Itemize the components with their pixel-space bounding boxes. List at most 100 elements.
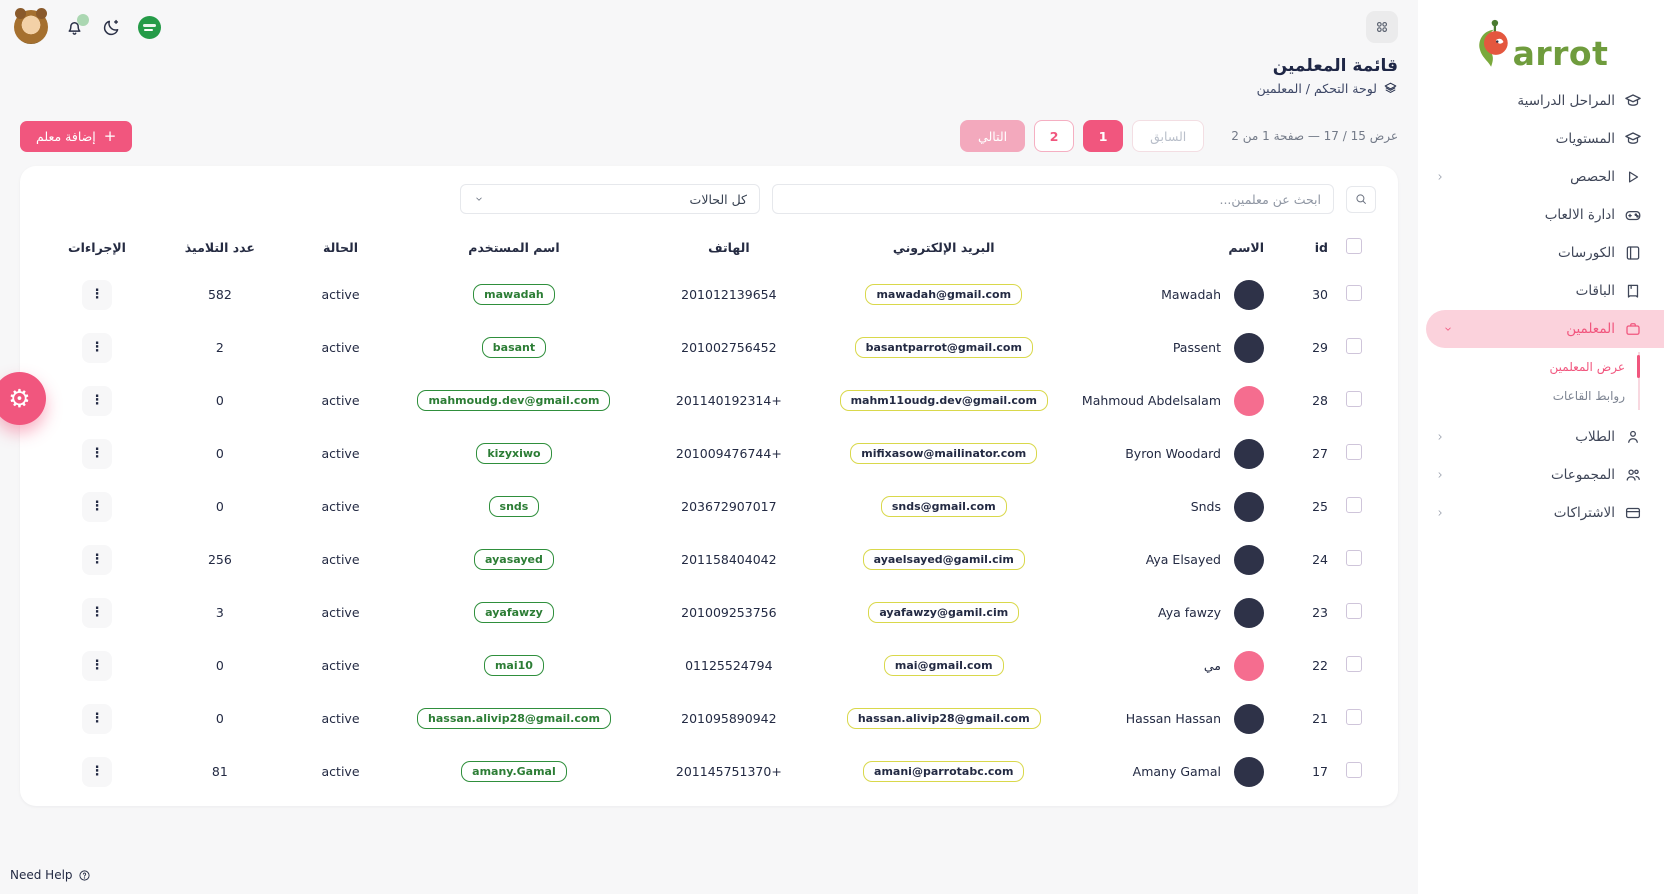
- search-input[interactable]: [772, 184, 1334, 214]
- students-count: 2: [215, 340, 224, 355]
- apps-grid-button[interactable]: [1366, 11, 1398, 43]
- row-checkbox[interactable]: [1332, 338, 1376, 357]
- phone-number: 203672907017: [681, 499, 777, 514]
- table-row: 23 Aya fawzy ayafawzy@gamil.cim 20100925…: [42, 586, 1376, 639]
- row-actions-button[interactable]: ⋮: [82, 597, 112, 628]
- sidebar-item[interactable]: الاشتراكات: [1418, 494, 1664, 532]
- column-header: id: [1314, 239, 1328, 255]
- phone-number: 201009253756: [681, 605, 777, 620]
- dark-mode-button[interactable]: [101, 17, 122, 38]
- students-count: 0: [215, 446, 224, 461]
- row-id: 22: [1312, 658, 1328, 673]
- teacher-avatar: [1234, 491, 1264, 522]
- phone-number: 201009476744+: [675, 446, 782, 461]
- email-badge: mai@gmail.com: [883, 655, 1004, 676]
- row-checkbox[interactable]: [1332, 709, 1376, 728]
- row-actions-button[interactable]: ⋮: [82, 703, 112, 734]
- table-row: 17 Amany Gamal amani@parrotabc.com 20114…: [42, 745, 1376, 798]
- page-1-button[interactable]: 1: [1083, 120, 1124, 152]
- sidebar-item[interactable]: الكورسات: [1418, 234, 1664, 272]
- status-text: active: [321, 605, 360, 620]
- sidebar-item[interactable]: المراحل الدراسية: [1418, 82, 1664, 120]
- status-text: active: [321, 340, 360, 355]
- next-page-button[interactable]: التالي: [960, 120, 1026, 152]
- user-tools: [14, 8, 161, 44]
- add-teacher-button[interactable]: + إضافة معلم: [20, 120, 133, 152]
- status-text: active: [321, 446, 360, 461]
- filter-row: كل الحالات: [42, 184, 1376, 214]
- teacher-avatar: [1234, 385, 1264, 416]
- parrot-bird-icon: [1478, 19, 1508, 67]
- chevron-right-icon: [1434, 171, 1446, 183]
- row-id: 21: [1312, 711, 1328, 726]
- teacher-avatar: [1234, 544, 1264, 575]
- grad-cap-icon: [1624, 92, 1642, 110]
- column-header: البريد الإلكتروني: [892, 239, 995, 255]
- row-checkbox[interactable]: [1332, 444, 1376, 463]
- row-checkbox[interactable]: [1332, 285, 1376, 304]
- teacher-name: Aya fawzy: [1158, 605, 1221, 620]
- need-help-link[interactable]: Need Help: [10, 868, 91, 882]
- language-flag-button[interactable]: [138, 15, 161, 39]
- row-actions-button[interactable]: ⋮: [82, 438, 112, 469]
- phone-number: 201012139654: [681, 287, 777, 302]
- row-actions-button[interactable]: ⋮: [82, 279, 112, 310]
- row-actions-button[interactable]: ⋮: [82, 756, 112, 787]
- teacher-avatar: [1234, 438, 1264, 469]
- sidebar-item[interactable]: الطلاب: [1418, 418, 1664, 456]
- email-badge: snds@gmail.com: [880, 496, 1007, 517]
- row-checkbox[interactable]: [1332, 391, 1376, 410]
- sidebar-item[interactable]: الباقات: [1418, 272, 1664, 310]
- teacher-avatar: [1234, 756, 1264, 787]
- settings-gear-button[interactable]: ⚙: [0, 372, 46, 425]
- breadcrumb: لوحة التحكم / المعلمين: [20, 81, 1398, 96]
- search-button[interactable]: [1346, 185, 1376, 213]
- row-actions-button[interactable]: ⋮: [82, 650, 112, 681]
- question-icon: [78, 869, 91, 882]
- row-id: 24: [1312, 552, 1328, 567]
- column-header: الاسم: [1228, 239, 1264, 255]
- row-actions-button[interactable]: ⋮: [82, 332, 112, 363]
- table-row: 22 مي mai@gmail.com 01125524794 mai10 ac…: [42, 639, 1376, 692]
- sidebar-item[interactable]: المعلمين: [1426, 310, 1664, 348]
- parrot-logo[interactable]: arrot: [1418, 8, 1664, 82]
- table-row: 21 Hassan Hassan hassan.alivip28@gmail.c…: [42, 692, 1376, 745]
- teacher-avatar: [1234, 703, 1264, 734]
- sidebar: arrot المراحل الدراسية المستويات الحصص ادار…: [1418, 0, 1664, 894]
- sidebar-item[interactable]: ادارة الالعاب: [1418, 196, 1664, 234]
- row-checkbox[interactable]: [1332, 497, 1376, 516]
- row-checkbox[interactable]: [1332, 656, 1376, 675]
- layers-icon: [1383, 81, 1398, 96]
- sidebar-item[interactable]: الحصص: [1418, 158, 1664, 196]
- breadcrumb-text: لوحة التحكم / المعلمين: [1256, 81, 1377, 96]
- username-badge: snds: [488, 496, 540, 517]
- page-head: قائمة المعلمين لوحة التحكم / المعلمين: [20, 56, 1398, 96]
- sidebar-submenu: عرض المعلمين روابط القاعات: [1418, 352, 1640, 410]
- people-icon: [1624, 466, 1642, 484]
- students-count: 0: [215, 658, 224, 673]
- sidebar-item[interactable]: المجموعات: [1418, 456, 1664, 494]
- row-id: 17: [1312, 764, 1328, 779]
- row-checkbox[interactable]: [1332, 550, 1376, 569]
- notifications-button[interactable]: [64, 13, 89, 38]
- teacher-avatar: [1234, 279, 1264, 310]
- sidebar-item[interactable]: المستويات: [1418, 120, 1664, 158]
- user-avatar[interactable]: [14, 8, 48, 44]
- toolbar: عرض 15 / 17 — صفحة 1 من 2 السابق 1 2 الت…: [20, 120, 1398, 152]
- sidebar-subitem[interactable]: عرض المعلمين: [1418, 352, 1640, 381]
- page-2-button[interactable]: 2: [1034, 120, 1075, 152]
- table-header-row: id الاسم البريد الإلكتروني الهاتف اسم المستخ…: [42, 226, 1376, 268]
- row-actions-button[interactable]: ⋮: [82, 385, 112, 416]
- row-actions-button[interactable]: ⋮: [82, 544, 112, 575]
- row-checkbox[interactable]: [1332, 762, 1376, 781]
- row-id: 25: [1312, 499, 1328, 514]
- topbar: [14, 0, 1398, 48]
- row-actions-button[interactable]: ⋮: [82, 491, 112, 522]
- table-row: 25 Snds snds@gmail.com 203672907017 snds…: [42, 480, 1376, 533]
- status-filter-select[interactable]: كل الحالات: [460, 184, 760, 214]
- row-checkbox[interactable]: [1332, 603, 1376, 622]
- sidebar-subitem[interactable]: روابط القاعات: [1552, 388, 1625, 403]
- teacher-name: Amany Gamal: [1132, 764, 1221, 779]
- select-all-checkbox[interactable]: [1332, 237, 1376, 257]
- previous-page-button[interactable]: السابق: [1132, 120, 1205, 152]
